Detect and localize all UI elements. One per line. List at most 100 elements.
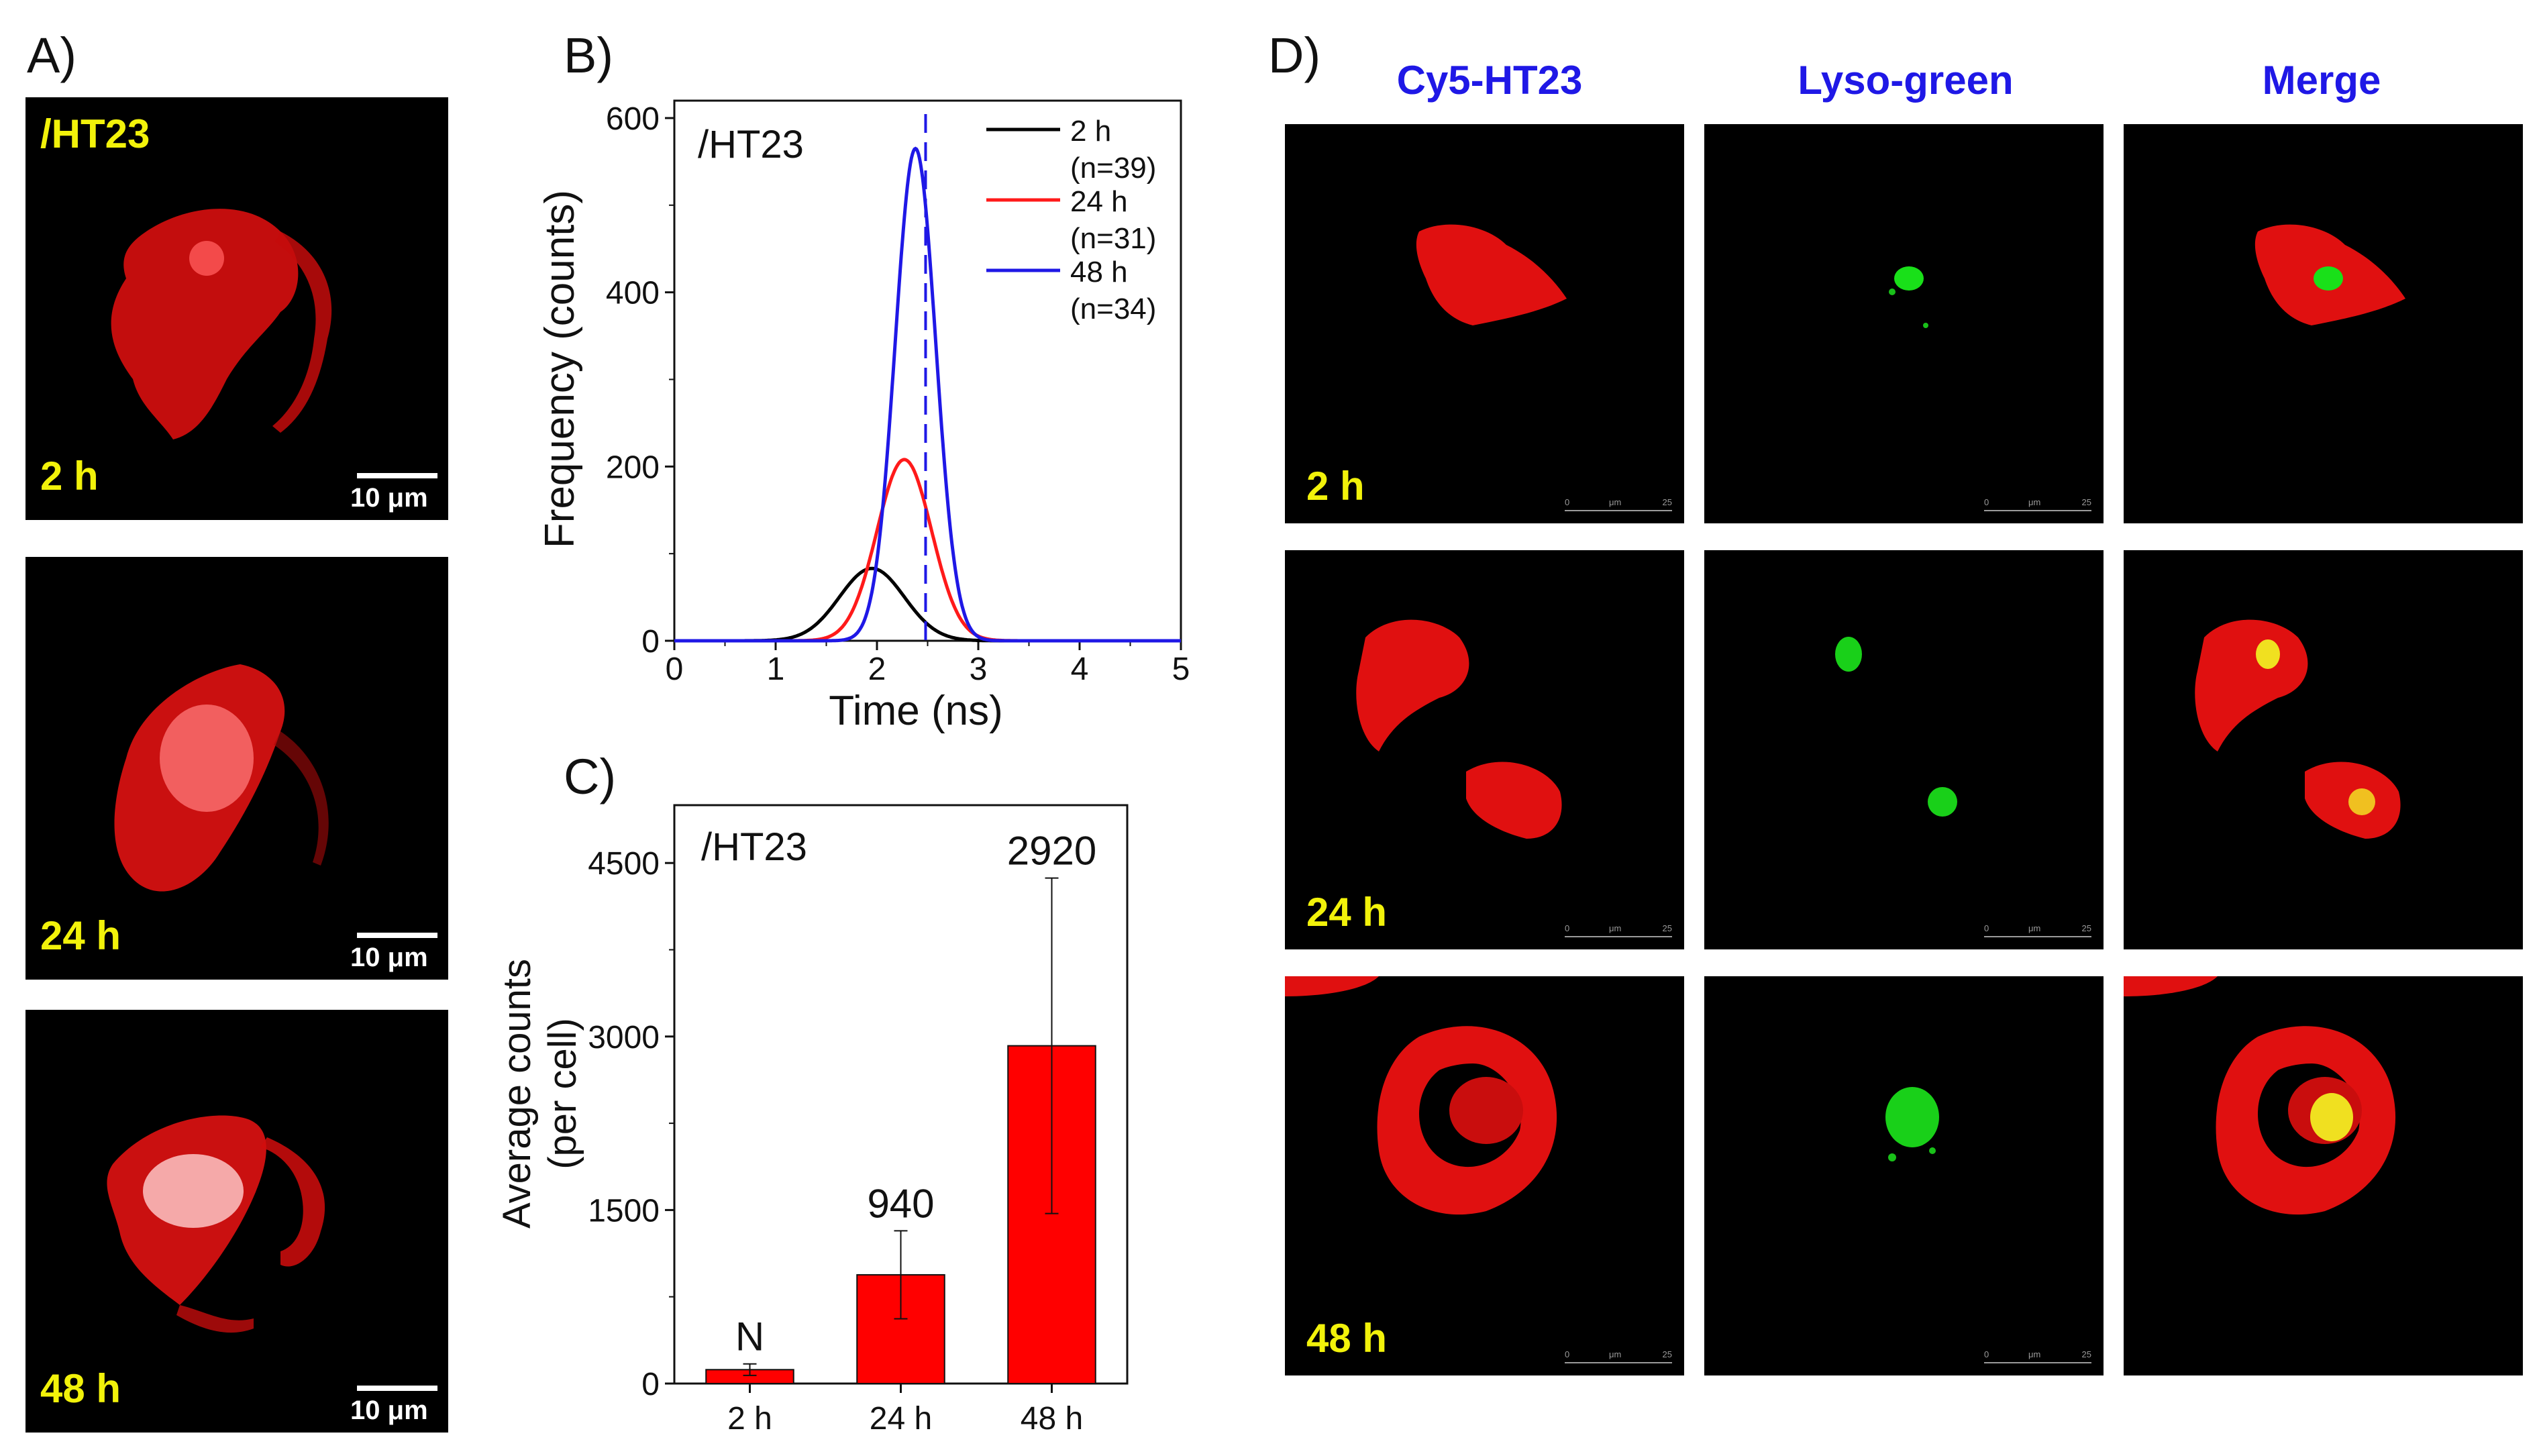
panel-a-label: A) xyxy=(27,28,76,83)
y-axis-label-line1: Average counts xyxy=(495,959,539,1229)
lysosome-dot xyxy=(1929,1147,1936,1154)
x-axis-label: Time (ns) xyxy=(829,688,1002,734)
bar-value-label: 2920 xyxy=(1007,829,1096,874)
panel-c-label: C) xyxy=(564,749,617,804)
x-tick-label: 3 xyxy=(970,652,988,687)
x-tick-label: 5 xyxy=(1172,652,1190,687)
lyso-image-48h: 0 μm 25 xyxy=(1704,976,2104,1375)
x-axis-ticks: 0 1 2 3 4 5 xyxy=(666,641,1190,687)
lyso-image-24h: 0 μm 25 xyxy=(1704,550,2104,949)
cell-image xyxy=(1885,1087,1939,1161)
cell-highlight xyxy=(143,1154,244,1228)
x-tick-label: 1 xyxy=(767,652,785,687)
column-title-lyso: Lyso-green xyxy=(1798,58,2014,103)
cell-arm xyxy=(272,231,332,433)
x-tick-label: 24 h xyxy=(870,1401,932,1437)
time-label: 2 h xyxy=(1306,464,1365,509)
cell-red xyxy=(1285,976,1379,996)
cell-image xyxy=(1285,976,1557,1215)
cell-image xyxy=(1356,619,1562,839)
scale-bar xyxy=(357,473,437,478)
cell-highlight xyxy=(189,241,224,276)
scale-bar xyxy=(357,1386,437,1391)
cell-image xyxy=(111,209,332,439)
bar-value-label: 940 xyxy=(867,1181,934,1226)
colocalization xyxy=(2256,639,2280,669)
time-label: 48 h xyxy=(40,1366,121,1411)
lyso-image-2h: 0 μm 25 xyxy=(1704,124,2104,523)
cell-image xyxy=(1889,266,1928,328)
time-label: 48 h xyxy=(1306,1316,1388,1361)
sample-label: /HT23 xyxy=(40,111,150,156)
curves xyxy=(674,146,1181,643)
panel-a-image-48h: 48 h 10 μm xyxy=(25,1010,448,1433)
scale-bar xyxy=(357,933,437,938)
time-label: 24 h xyxy=(1306,890,1388,935)
scale-marker: 0 μm 25 xyxy=(1565,1349,1672,1366)
bars: N 2 h 940 24 h 2920 48 h xyxy=(705,829,1096,1437)
y-tick-label: 0 xyxy=(641,1367,660,1402)
lysosome-dot xyxy=(1888,1153,1896,1161)
scale-marker: 0 μm 25 xyxy=(1984,923,2091,940)
panel-a-image-2h: /HT23 2 h 10 μm xyxy=(25,97,448,520)
cell-image xyxy=(2254,224,2405,325)
scale-bar-label: 10 μm xyxy=(350,483,428,513)
column-title-cy5: Cy5-HT23 xyxy=(1396,58,1583,103)
scale-start: 0 xyxy=(1565,1349,1570,1359)
y-axis-ticks: 0 200 400 600 xyxy=(606,101,674,660)
scale-unit: μm xyxy=(2028,1349,2041,1359)
lysosome-dot xyxy=(1923,323,1928,328)
column-title-merge: Merge xyxy=(2262,58,2381,103)
lysosome-cluster xyxy=(1894,266,1924,291)
scale-start: 0 xyxy=(1565,497,1570,507)
merge-image-2h xyxy=(2124,124,2523,523)
y-tick-label: 400 xyxy=(606,276,660,311)
scale-bar-label: 10 μm xyxy=(350,1396,428,1425)
lysosome-cluster xyxy=(1885,1087,1939,1147)
scale-bar-label: 10 μm xyxy=(350,943,428,972)
cy5-image-2h: 2 h 0 μm 25 xyxy=(1285,124,1684,523)
y-tick-label: 600 xyxy=(606,101,660,137)
scale-start: 0 xyxy=(1984,1349,1989,1359)
lysosome-dot xyxy=(1889,289,1896,295)
scale-unit: μm xyxy=(1609,923,1622,933)
y-tick-label: 0 xyxy=(641,624,660,660)
cell-image xyxy=(2195,619,2401,839)
legend-n: (n=31) xyxy=(1070,222,1156,255)
x-tick-label: 4 xyxy=(1071,652,1089,687)
bar-value-label: N xyxy=(735,1314,764,1359)
y-tick-label: 200 xyxy=(606,450,660,485)
time-label: 2 h xyxy=(40,454,99,499)
cell-red xyxy=(1356,619,1469,751)
colocalization xyxy=(2310,1093,2353,1141)
series-line-48h xyxy=(674,146,1181,643)
cell-arm xyxy=(176,1305,254,1333)
cell-image xyxy=(1835,637,1957,817)
cell-red-ring xyxy=(2216,1026,2396,1215)
panel-a-image-24h: 24 h 10 μm xyxy=(25,557,448,980)
scale-start: 0 xyxy=(1984,923,1989,933)
time-label: 24 h xyxy=(40,913,121,958)
cell-image xyxy=(114,664,329,892)
cell-image xyxy=(2124,976,2396,1215)
scale-unit: μm xyxy=(2028,923,2041,933)
cell-red xyxy=(1416,224,1567,325)
cell-highlight xyxy=(160,705,254,812)
legend-n: (n=39) xyxy=(1070,152,1156,185)
lysosome-cluster xyxy=(1835,637,1862,672)
scale-marker: 0 μm 25 xyxy=(1565,923,1672,940)
lysosome-cluster xyxy=(1928,787,1957,817)
scale-end: 25 xyxy=(1662,923,1672,933)
merge-image-48h xyxy=(2124,976,2523,1375)
scale-end: 25 xyxy=(2081,1349,2091,1359)
panel-b-chart: 0 1 2 3 4 5 0 200 400 600 /HT23 2 h (n=39)24 h (n=… xyxy=(537,99,1190,734)
cell-red xyxy=(1466,762,1562,839)
cell-image xyxy=(107,1115,325,1333)
scale-marker: 0 μm 25 xyxy=(1565,497,1672,514)
inset-label: /HT23 xyxy=(698,123,804,166)
cell-arm xyxy=(274,731,329,866)
scale-end: 25 xyxy=(1662,1349,1672,1359)
cell-red-ring xyxy=(1377,1026,1557,1215)
cy5-image-24h: 24 h 0 μm 25 xyxy=(1285,550,1684,949)
colocalization xyxy=(2348,788,2375,815)
